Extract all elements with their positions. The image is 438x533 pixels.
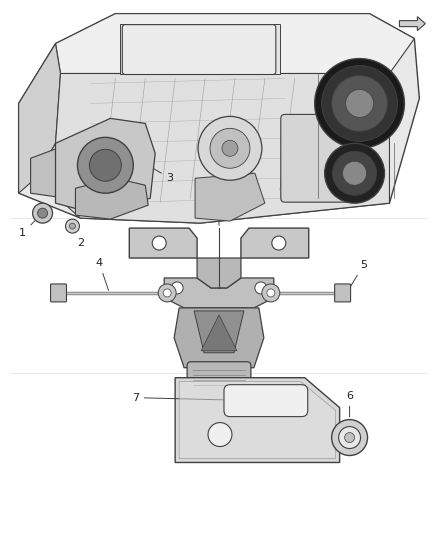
Circle shape — [325, 143, 385, 203]
Polygon shape — [56, 14, 414, 74]
Circle shape — [314, 59, 404, 148]
Polygon shape — [201, 315, 237, 351]
Polygon shape — [197, 258, 241, 288]
Polygon shape — [179, 382, 336, 458]
FancyBboxPatch shape — [50, 284, 67, 302]
Circle shape — [346, 90, 374, 117]
Circle shape — [343, 161, 367, 185]
Polygon shape — [56, 118, 155, 215]
Circle shape — [208, 423, 232, 447]
Polygon shape — [195, 173, 265, 221]
Circle shape — [78, 138, 133, 193]
Circle shape — [89, 149, 121, 181]
Circle shape — [163, 289, 171, 297]
Text: 3: 3 — [215, 198, 223, 225]
Circle shape — [66, 219, 79, 233]
Circle shape — [321, 66, 397, 141]
Text: 1: 1 — [19, 215, 41, 238]
Circle shape — [70, 223, 75, 229]
Polygon shape — [164, 278, 274, 308]
Text: 3: 3 — [121, 150, 173, 183]
FancyBboxPatch shape — [224, 385, 308, 417]
Circle shape — [332, 151, 377, 195]
Circle shape — [32, 203, 53, 223]
Circle shape — [345, 433, 355, 442]
Circle shape — [262, 284, 280, 302]
FancyBboxPatch shape — [122, 25, 276, 75]
Circle shape — [152, 236, 166, 250]
Circle shape — [38, 208, 48, 218]
Polygon shape — [175, 378, 339, 463]
Circle shape — [332, 419, 367, 456]
Text: 7: 7 — [132, 393, 252, 402]
Text: 6: 6 — [346, 391, 353, 417]
Polygon shape — [19, 14, 419, 223]
Polygon shape — [194, 311, 244, 353]
FancyBboxPatch shape — [281, 115, 353, 202]
Text: 4: 4 — [96, 258, 109, 290]
Circle shape — [339, 426, 360, 449]
Polygon shape — [174, 308, 264, 368]
Polygon shape — [19, 44, 60, 193]
Circle shape — [158, 284, 176, 302]
Polygon shape — [241, 228, 309, 258]
Text: 2: 2 — [74, 229, 84, 248]
Polygon shape — [120, 23, 280, 74]
Circle shape — [255, 282, 267, 294]
Polygon shape — [75, 178, 148, 219]
Polygon shape — [35, 74, 389, 223]
Circle shape — [171, 282, 183, 294]
FancyBboxPatch shape — [187, 362, 251, 392]
Circle shape — [210, 128, 250, 168]
Circle shape — [272, 236, 286, 250]
Polygon shape — [31, 143, 75, 198]
Circle shape — [267, 289, 275, 297]
Circle shape — [332, 76, 388, 131]
Circle shape — [222, 140, 238, 156]
Text: 5: 5 — [348, 260, 367, 290]
Circle shape — [198, 116, 262, 180]
Polygon shape — [129, 228, 197, 258]
FancyBboxPatch shape — [335, 284, 350, 302]
Polygon shape — [399, 17, 425, 30]
